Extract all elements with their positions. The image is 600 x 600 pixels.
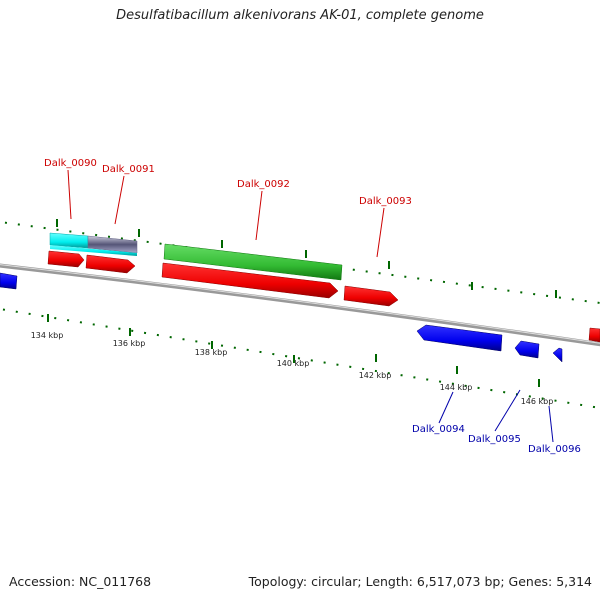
leader-line-dalk-0093 bbox=[376, 207, 385, 258]
lower-dot-track bbox=[0, 308, 600, 409]
gene-arrow-dalk-0091[interactable] bbox=[85, 254, 136, 274]
gene-label-dalk-0090[interactable]: Dalk_0090 bbox=[44, 158, 97, 169]
scale-label-140: 140 kbp bbox=[277, 359, 310, 368]
gene-label-dalk-0095[interactable]: Dalk_0095 bbox=[468, 434, 521, 445]
feature-cyan-strip bbox=[50, 245, 137, 256]
reverse-strand-genes bbox=[0, 272, 563, 363]
forward-gene-labels: Dalk_0090 Dalk_0091 Dalk_0092 Dalk_0093 bbox=[44, 158, 412, 258]
gene-label-dalk-0093[interactable]: Dalk_0093 bbox=[359, 196, 412, 207]
scale-label-142: 142 kbp bbox=[359, 371, 392, 380]
feature-row bbox=[49, 232, 343, 281]
gene-label-dalk-0096[interactable]: Dalk_0096 bbox=[528, 444, 581, 455]
scale-label-146: 146 kbp bbox=[521, 397, 554, 406]
gene-arrow-edge-forward[interactable] bbox=[588, 327, 600, 343]
leader-line-dalk-0091 bbox=[114, 175, 125, 225]
upper-dot-track bbox=[0, 219, 600, 304]
gene-label-dalk-0094[interactable]: Dalk_0094 bbox=[412, 424, 465, 435]
reverse-gene-labels: Dalk_0094 Dalk_0095 Dalk_0096 bbox=[412, 389, 581, 455]
gene-label-dalk-0092[interactable]: Dalk_0092 bbox=[237, 179, 290, 190]
gene-arrow-dalk-0090[interactable] bbox=[47, 250, 85, 268]
gene-label-dalk-0091[interactable]: Dalk_0091 bbox=[102, 164, 155, 175]
accession-text: Accession: NC_011768 bbox=[9, 574, 152, 589]
gene-arrow-dalk-0096[interactable] bbox=[552, 347, 563, 363]
scale-label-138: 138 kbp bbox=[195, 348, 228, 357]
gene-arrow-dalk-0095[interactable] bbox=[514, 340, 540, 359]
genome-backbone bbox=[0, 263, 600, 347]
scale-label-134: 134 kbp bbox=[31, 331, 64, 340]
leader-line-dalk-0096 bbox=[548, 405, 554, 443]
leader-line-dalk-0092 bbox=[255, 190, 263, 241]
scale-label-136: 136 kbp bbox=[113, 339, 146, 348]
genome-backbone-highlight bbox=[0, 264, 600, 344]
leader-line-dalk-0095 bbox=[494, 389, 521, 432]
feature-green-block bbox=[163, 243, 343, 281]
genome-summary-text: Topology: circular; Length: 6,517,073 bp… bbox=[248, 574, 592, 589]
gene-arrow-dalk-0093[interactable] bbox=[343, 285, 399, 307]
scale-label-144: 144 kbp bbox=[440, 383, 473, 392]
genome-title: Desulfatibacillum alkenivorans AK-01, co… bbox=[116, 8, 484, 23]
leader-line-dalk-0090 bbox=[67, 169, 72, 220]
leader-line-dalk-0094 bbox=[438, 391, 454, 424]
gene-arrow-dalk-0094[interactable] bbox=[416, 324, 503, 352]
gene-arrow-dalk-0092[interactable] bbox=[161, 262, 339, 299]
forward-strand-genes bbox=[47, 250, 600, 343]
gene-arrow-edge-reverse[interactable] bbox=[0, 272, 18, 290]
scale-labels: 134 kbp 136 kbp 138 kbp 140 kbp 142 kbp … bbox=[31, 331, 554, 406]
